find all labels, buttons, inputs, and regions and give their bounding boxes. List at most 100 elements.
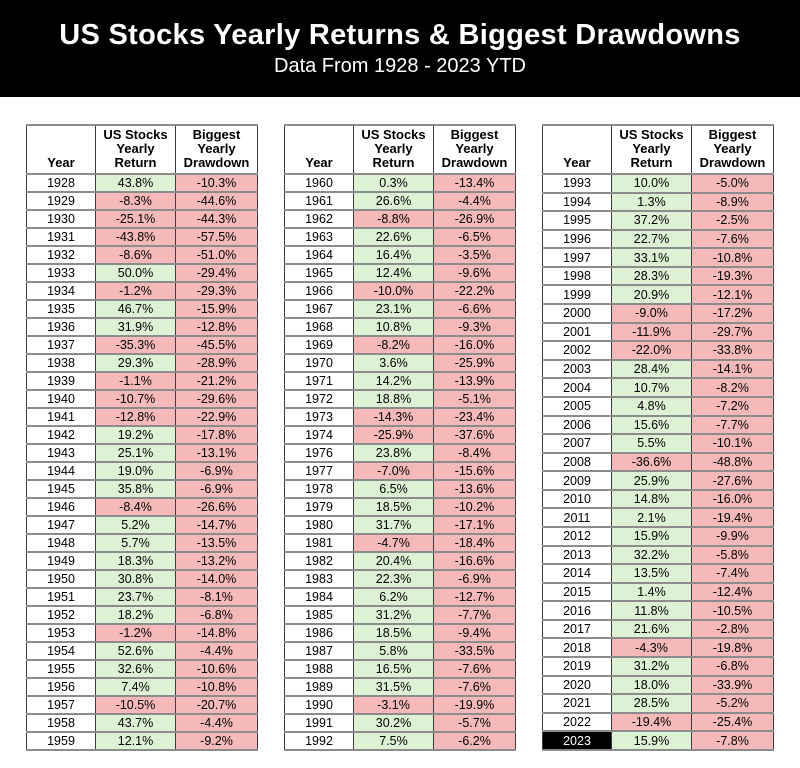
table-row: 1935 46.7% -15.9% (26, 299, 258, 319)
return-cell: -4.7% (353, 533, 434, 553)
drawdown-cell: -13.5% (175, 533, 258, 553)
table-row: 1982 20.4% -16.6% (284, 551, 516, 571)
table-row: 2018 -4.3% -19.8% (542, 637, 774, 659)
drawdown-cell: -7.4% (691, 563, 774, 584)
return-cell: -8.8% (353, 209, 434, 229)
return-cell: 52.6% (95, 641, 176, 661)
year-cell: 2018 (542, 637, 612, 659)
drawdown-cell: -51.0% (175, 245, 258, 265)
return-cell: 20.4% (353, 551, 434, 571)
year-cell: 2004 (542, 377, 612, 398)
year-cell: 1937 (26, 335, 96, 355)
return-cell: -1.1% (95, 371, 176, 391)
year-cell: 1991 (284, 713, 354, 733)
year-cell: 1983 (284, 569, 354, 589)
table-row: 2019 31.2% -6.8% (542, 656, 774, 677)
year-cell: 2012 (542, 526, 612, 547)
year-cell: 1934 (26, 281, 96, 301)
return-cell: -8.2% (353, 335, 434, 355)
return-cell: 30.2% (353, 713, 434, 733)
year-cell: 2010 (542, 488, 612, 510)
table-row: 1950 30.8% -14.0% (26, 569, 258, 589)
drawdown-cell: -23.4% (433, 407, 516, 427)
table-row: 2007 5.5% -10.1% (542, 433, 774, 454)
year-cell: 1931 (26, 227, 96, 247)
table-row: 2013 32.2% -5.8% (542, 544, 774, 566)
return-cell: -10.0% (353, 281, 434, 301)
year-cell: 1959 (26, 731, 96, 751)
returns-table-2: Year US Stocks Yearly Return Biggest Yearl… (284, 124, 516, 751)
year-cell: 1939 (26, 371, 96, 391)
return-cell: 32.2% (611, 544, 692, 566)
drawdown-cell: -13.9% (433, 371, 516, 391)
table-row: 2021 28.5% -5.2% (542, 693, 774, 714)
page-title: US Stocks Yearly Returns & Biggest Drawd… (59, 19, 741, 51)
year-cell: 1948 (26, 533, 96, 553)
table-row: 1947 5.2% -14.7% (26, 515, 258, 535)
year-cell: 2016 (542, 600, 612, 621)
table-row: 1998 28.3% -19.3% (542, 265, 774, 287)
drawdown-cell: -26.9% (433, 209, 516, 229)
return-cell: 20.9% (611, 284, 692, 306)
table-row: 2011 2.1% -19.4% (542, 507, 774, 528)
table-row: 2022 -19.4% -25.4% (542, 711, 774, 733)
table-row: 1981 -4.7% -18.4% (284, 533, 516, 553)
table-row: 2023 15.9% -7.8% (542, 730, 774, 751)
year-cell: 1971 (284, 371, 354, 391)
return-cell: 31.2% (353, 605, 434, 625)
table-row: 1962 -8.8% -26.9% (284, 209, 516, 229)
drawdown-cell: -14.1% (691, 358, 774, 380)
drawdown-cell: -25.9% (433, 353, 516, 373)
year-cell: 1980 (284, 515, 354, 535)
drawdown-cell: -16.6% (433, 551, 516, 571)
drawdown-cell: -10.8% (691, 247, 774, 268)
table-row: 1957 -10.5% -20.7% (26, 695, 258, 715)
table-row: 1976 23.8% -8.4% (284, 443, 516, 463)
return-cell: -19.4% (611, 711, 692, 733)
drawdown-cell: -5.7% (433, 713, 516, 733)
drawdown-cell: -28.9% (175, 353, 258, 373)
table-row: 1974 -25.9% -37.6% (284, 425, 516, 445)
drawdown-cell: -15.6% (433, 461, 516, 481)
table-row: 2009 25.9% -27.6% (542, 470, 774, 491)
year-cell: 1952 (26, 605, 96, 625)
drawdown-cell: -3.5% (433, 245, 516, 265)
year-cell: 1965 (284, 263, 354, 283)
drawdown-cell: -33.5% (433, 641, 516, 661)
table-row: 1979 18.5% -10.2% (284, 497, 516, 517)
year-cell: 2009 (542, 470, 612, 491)
table-row: 1971 14.2% -13.9% (284, 371, 516, 391)
return-cell: 3.6% (353, 353, 434, 373)
drawdown-cell: -2.5% (691, 210, 774, 231)
header-row: Year US Stocks Yearly Return Biggest Yearl… (284, 124, 516, 175)
year-cell: 1977 (284, 461, 354, 481)
table-row: 2015 1.4% -12.4% (542, 581, 774, 603)
drawdown-cell: -7.6% (691, 228, 774, 250)
return-cell: 22.7% (611, 228, 692, 250)
year-cell: 2000 (542, 303, 612, 324)
drawdown-cell: -13.6% (433, 479, 516, 499)
table-row: 2004 10.7% -8.2% (542, 377, 774, 398)
table-row: 1985 31.2% -7.7% (284, 605, 516, 625)
drawdown-cell: -7.6% (433, 659, 516, 679)
year-cell: 2023 (542, 730, 612, 751)
drawdown-cell: -22.9% (175, 407, 258, 427)
table-row: 1997 33.1% -10.8% (542, 247, 774, 268)
drawdown-cell: -8.4% (433, 443, 516, 463)
return-cell: 22.3% (353, 569, 434, 589)
year-cell: 1936 (26, 317, 96, 337)
year-cell: 1979 (284, 497, 354, 517)
year-cell: 1946 (26, 497, 96, 517)
drawdown-cell: -13.4% (433, 173, 516, 193)
return-cell: 15.6% (611, 414, 692, 436)
table-row: 2012 15.9% -9.9% (542, 526, 774, 547)
return-cell: -8.3% (95, 191, 176, 211)
drawdown-cell: -6.5% (433, 227, 516, 247)
year-cell: 1938 (26, 353, 96, 373)
return-cell: 11.8% (611, 600, 692, 621)
column-header-drawdown: Biggest Yearly Drawdown (175, 124, 258, 175)
year-cell: 1981 (284, 533, 354, 553)
table-row: 1967 23.1% -6.6% (284, 299, 516, 319)
drawdown-cell: -7.7% (433, 605, 516, 625)
year-cell: 1994 (542, 191, 612, 213)
